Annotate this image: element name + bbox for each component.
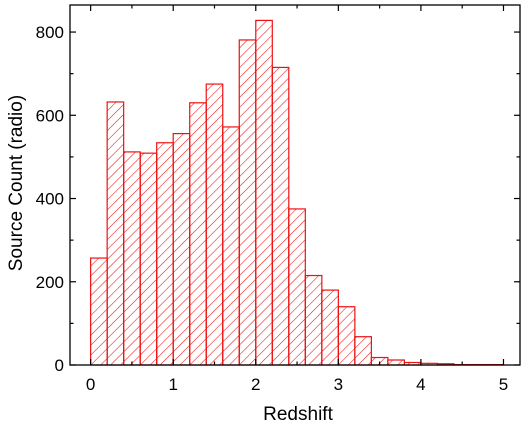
x-tick-label: 4 [416, 375, 425, 394]
histogram-bar [337, 306, 356, 366]
histogram-bar [288, 208, 306, 366]
y-tick-label: 0 [55, 356, 64, 375]
x-axis-title: Redshift [263, 404, 333, 425]
y-tick-label: 600 [36, 106, 64, 125]
histogram-bar [106, 101, 125, 366]
histogram-bar [387, 359, 406, 366]
histogram-bar [304, 274, 323, 366]
y-tick-label: 200 [36, 273, 64, 292]
y-tick-label: 800 [36, 23, 64, 42]
histogram-bar [139, 152, 158, 366]
y-axis-title: Source Count (radio) [6, 95, 27, 271]
histogram-bar [321, 289, 339, 366]
histogram-bar [205, 83, 224, 366]
x-tick-label: 0 [86, 375, 95, 394]
histogram-bar [156, 142, 174, 366]
histogram-bar [123, 151, 141, 366]
histogram-bar [189, 102, 207, 366]
bars-layer [90, 19, 505, 366]
histogram-bar [354, 336, 372, 366]
x-tick-label: 3 [334, 375, 343, 394]
histogram-bar [222, 126, 240, 366]
histogram-bar [90, 257, 108, 366]
x-tick-label: 5 [499, 375, 508, 394]
histogram-bar [255, 19, 273, 366]
plot-frame [69, 4, 521, 366]
histogram-bar [271, 66, 290, 366]
histogram-bar [238, 39, 257, 366]
x-tick-label: 1 [168, 375, 177, 394]
axes-layer: 0 1 2 3 4 5 0 200 400 600 800 [36, 4, 521, 394]
y-tick-label: 400 [36, 190, 64, 209]
x-tick-label: 2 [251, 375, 260, 394]
histogram-bar [172, 133, 191, 366]
